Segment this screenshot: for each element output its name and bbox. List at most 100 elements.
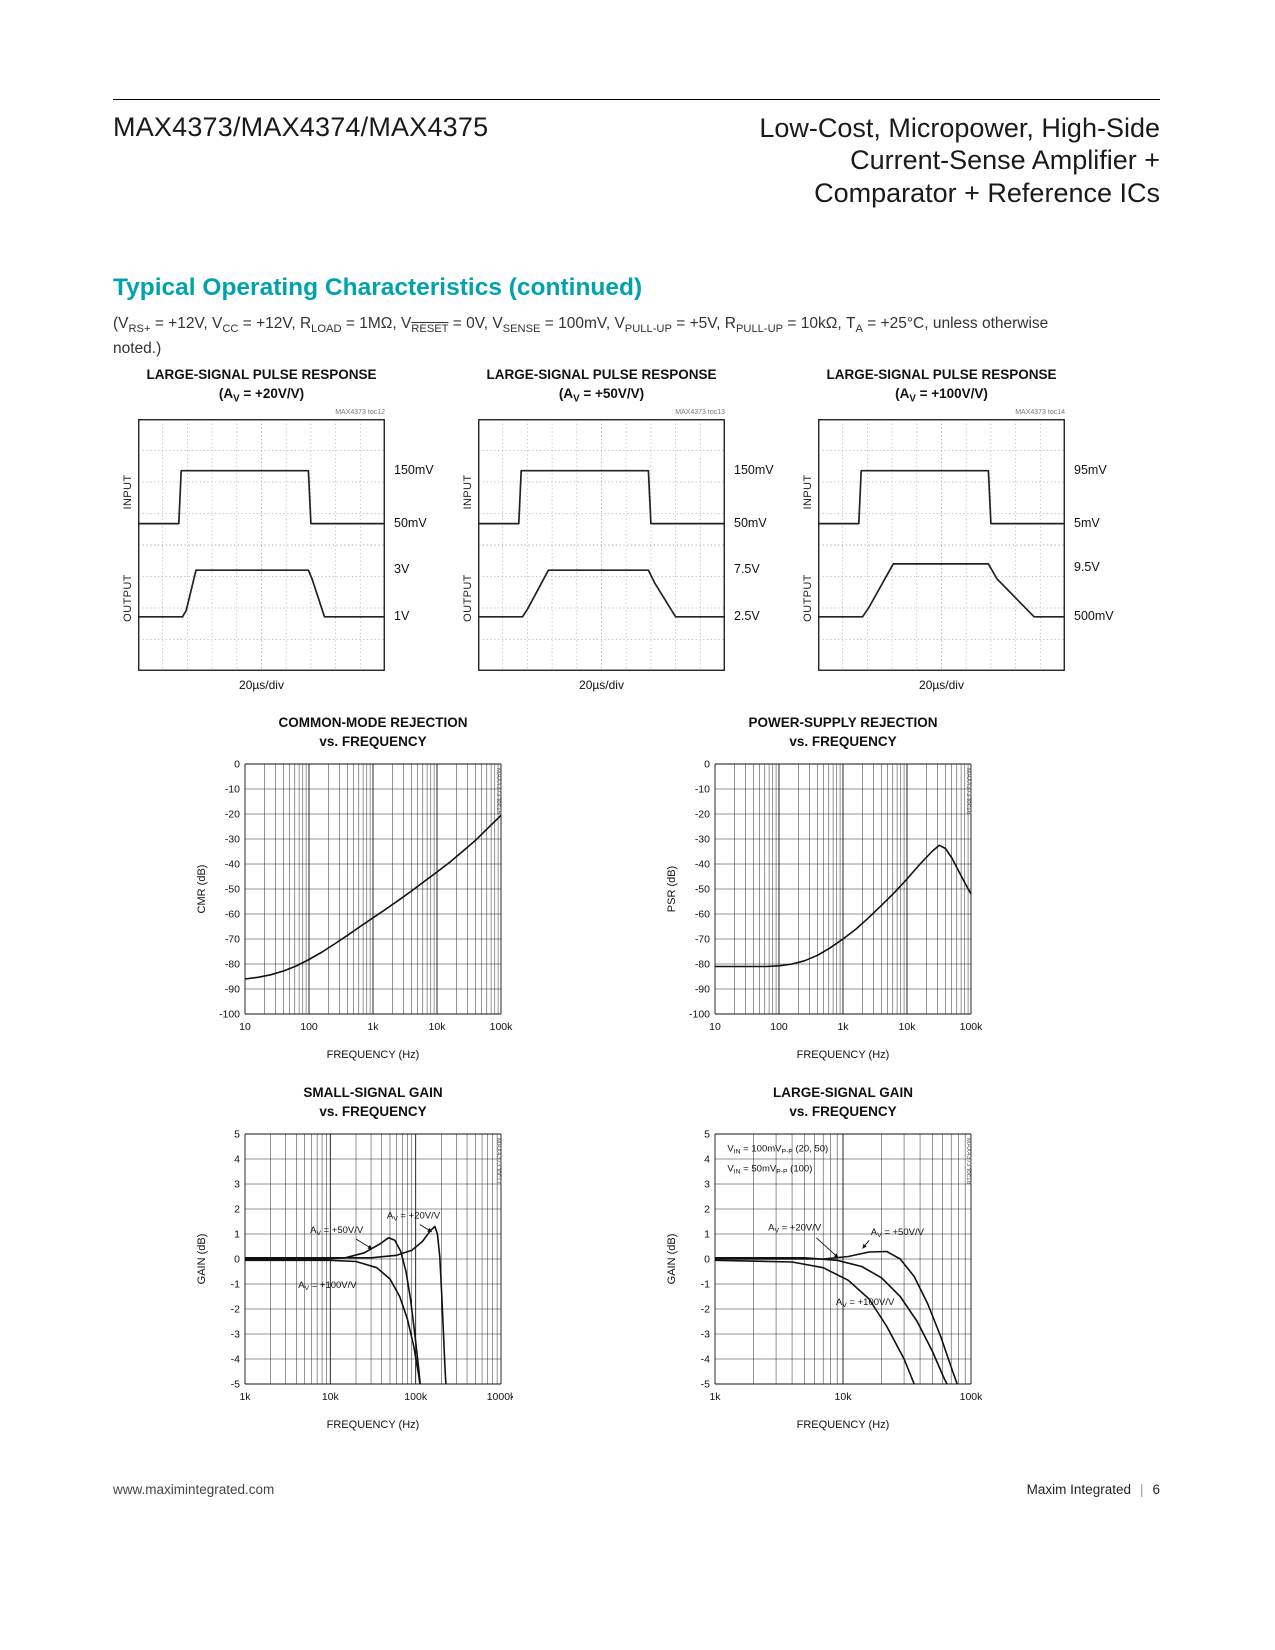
trace-output xyxy=(818,563,1065,618)
chart-pulse-response-50vv: LARGE-SIGNAL PULSE RESPONSE (AV = +50V/V… xyxy=(458,366,788,692)
scope-body: INPUT OUTPUT 150mV 50mV 7.5V 2.5V xyxy=(458,419,788,672)
y-tick-label: -60 xyxy=(225,908,240,920)
scope-body: INPUT OUTPUT 150mV 50mV 3V 1V xyxy=(118,419,448,672)
y-tick-label: -60 xyxy=(695,908,710,920)
chart-title: LARGE-SIGNAL PULSE RESPONSE (AV = +100V/… xyxy=(818,366,1065,406)
voltage-level-label: 9.5V xyxy=(1074,559,1100,574)
x-tick-label: 1k xyxy=(837,1021,849,1033)
y-tick-label: -1 xyxy=(701,1278,710,1290)
annotation: AV = +100V/V xyxy=(836,1297,895,1309)
chart-title: COMMON-MODE REJECTION vs. FREQUENCY xyxy=(245,714,501,752)
y-tick-label: -20 xyxy=(695,808,710,820)
x-tick-label: 100k xyxy=(490,1021,513,1033)
time-per-div-label: 20µs/div xyxy=(919,678,964,693)
chart-title: POWER-SUPPLY REJECTION vs. FREQUENCY xyxy=(715,714,971,752)
trace-input xyxy=(138,470,385,525)
footer-divider: | xyxy=(1139,1482,1144,1497)
chart-code-label: MAX4373 toc13 xyxy=(675,409,725,417)
x-tick-label: 100k xyxy=(960,1021,983,1033)
trace-axis-labels: INPUT OUTPUT xyxy=(798,419,818,671)
chart-subtitle: vs. FREQUENCY xyxy=(319,1103,427,1119)
chart-code-label: MAX4373 toc16 xyxy=(965,768,972,815)
x-tick-label: 1000k xyxy=(487,1391,513,1403)
y-tick-label: 2 xyxy=(234,1203,240,1215)
chart-subtitle: vs. FREQUENCY xyxy=(319,733,427,749)
annotation-arrow xyxy=(816,1237,839,1258)
x-axis-label: FREQUENCY (Hz) xyxy=(796,1418,890,1431)
voltage-level-label: 1V xyxy=(394,608,410,623)
trace-label: INPUT xyxy=(462,474,474,510)
pulse-response-row: LARGE-SIGNAL PULSE RESPONSE (AV = +20V/V… xyxy=(118,366,1128,692)
trace-axis-labels: INPUT OUTPUT xyxy=(458,419,478,671)
chart-code-label: MAX4373 toc18 xyxy=(965,1138,972,1185)
x-axis-label: FREQUENCY (Hz) xyxy=(796,1048,890,1061)
chart-gain-subtitle: (AV = +50V/V) xyxy=(558,385,645,405)
trace-input xyxy=(478,470,725,525)
chart-title-line: LARGE-SIGNAL PULSE RESPONSE xyxy=(486,367,717,382)
plot-area: GAIN (dB) 5 4 3 2 1 0 -1 -2 -3 -4 -5 1k 10k 100k 1000k… xyxy=(196,1126,516,1419)
x-tick-label: 10k xyxy=(429,1021,447,1033)
x-axis-label: FREQUENCY (Hz) xyxy=(326,1418,420,1431)
y-tick-label: -90 xyxy=(225,983,240,995)
footer-page-number: 6 xyxy=(1152,1482,1160,1497)
annotation: AV = +50V/V xyxy=(871,1227,925,1239)
series-cmr xyxy=(244,814,502,980)
chart-cmr-vs-frequency: COMMON-MODE REJECTION vs. FREQUENCY CMR … xyxy=(195,714,513,1061)
chart-title: SMALL-SIGNAL GAIN vs. FREQUENCY xyxy=(245,1084,501,1122)
voltage-level-label: 500mV xyxy=(1074,608,1114,623)
x-tick-label: 10 xyxy=(239,1021,251,1033)
y-tick-label: -10 xyxy=(225,783,240,795)
footer-url: www.maximintegrated.com xyxy=(113,1482,275,1497)
y-tick-label: 5 xyxy=(704,1128,710,1140)
y-tick-label: -70 xyxy=(695,933,710,945)
annotation: VIN = 100mVP-P (20, 50) xyxy=(727,1143,828,1155)
series-av100 xyxy=(714,1259,915,1385)
y-tick-label: 3 xyxy=(234,1178,240,1190)
time-per-div-label: 20µs/div xyxy=(239,678,284,693)
trace-label: OUTPUT xyxy=(802,574,814,622)
document-title: Low-Cost, Micropower, High-Side Current-… xyxy=(759,112,1160,209)
y-tick-label: 3 xyxy=(704,1178,710,1190)
chart-title: LARGE-SIGNAL GAIN vs. FREQUENCY xyxy=(715,1084,971,1122)
x-axis-label: FREQUENCY (Hz) xyxy=(326,1048,420,1061)
trace-label: INPUT xyxy=(122,474,134,510)
y-tick-label: 0 xyxy=(234,1253,240,1265)
chart-title-line: COMMON-MODE REJECTION xyxy=(278,715,468,730)
x-tick-label: 10k xyxy=(899,1021,917,1033)
series-av50 xyxy=(715,1250,958,1385)
chart-pulse-response-100vv: LARGE-SIGNAL PULSE RESPONSE (AV = +100V/… xyxy=(798,366,1128,692)
series-psr xyxy=(715,844,972,968)
document-title-line-3: Comparator + Reference ICs xyxy=(814,177,1160,208)
chart-subtitle: vs. FREQUENCY xyxy=(789,733,897,749)
y-tick-label: 4 xyxy=(704,1153,710,1165)
trace-label: OUTPUT xyxy=(462,574,474,622)
trace-input xyxy=(818,470,1065,525)
plot-area: CMR (dB) 0 -10 -20 -30 -40 -50 -60 -70 -80 -90 -10… xyxy=(196,756,513,1049)
chart-small-signal-gain: SMALL-SIGNAL GAIN vs. FREQUENCY GAIN (dB… xyxy=(195,1084,516,1431)
y-tick-label: -70 xyxy=(225,933,240,945)
y-tick-label: -3 xyxy=(701,1328,710,1340)
annotation: AV = +50V/V xyxy=(310,1225,364,1237)
series-av50 xyxy=(245,1236,421,1384)
voltage-level-labels: 150mV 50mV 3V 1V xyxy=(385,419,448,671)
x-tick-label: 100k xyxy=(404,1391,428,1403)
chart-title: LARGE-SIGNAL PULSE RESPONSE (AV = +20V/V… xyxy=(138,366,385,406)
test-conditions: (VRS+ = +12V, VCC = +12V, RLOAD = 1MΩ, V… xyxy=(113,315,1049,357)
document-title-line-2: Current-Sense Amplifier + xyxy=(850,145,1160,176)
x-tick-label: 1k xyxy=(709,1391,721,1403)
trace-output xyxy=(478,569,725,618)
scope-plot xyxy=(138,419,385,672)
large-signal-gain-plot: 5 4 3 2 1 0 -1 -2 -3 -4 -51k 10k 100k VIN = 100mVP-P … xyxy=(701,1128,983,1403)
y-tick-label: 1 xyxy=(704,1228,710,1240)
chart-title-line: LARGE-SIGNAL PULSE RESPONSE xyxy=(146,367,377,382)
y-tick-label: -5 xyxy=(231,1378,240,1390)
part-number: MAX4373/MAX4374/MAX4375 xyxy=(113,112,489,142)
annotation: AV = +20V/V xyxy=(768,1222,822,1234)
y-tick-label: -2 xyxy=(231,1303,240,1315)
footer-brand-page: Maxim Integrated | 6 xyxy=(1027,1482,1160,1497)
y-tick-label: -4 xyxy=(701,1353,710,1365)
gain-row: SMALL-SIGNAL GAIN vs. FREQUENCY GAIN (dB… xyxy=(195,1084,983,1431)
y-tick-label: -40 xyxy=(225,858,240,870)
